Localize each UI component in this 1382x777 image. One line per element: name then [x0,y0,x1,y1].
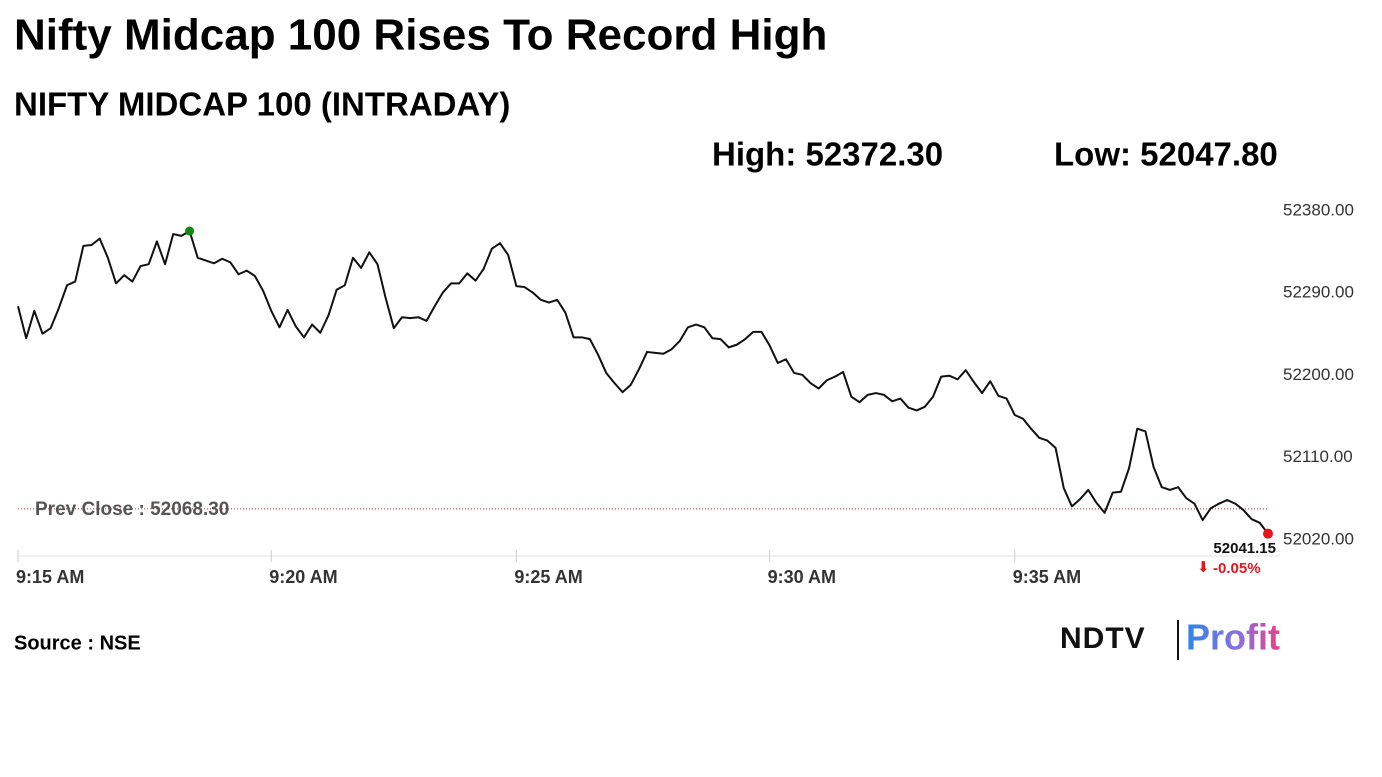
brand-left: NDTV [1060,622,1146,655]
low-label: Low: 52047.80 [1054,136,1278,173]
y-tick-label: 52020.00 [1283,529,1354,548]
last-marker [1263,528,1273,539]
x-tick-label: 9:35 AM [1013,567,1081,587]
high-marker [185,226,195,236]
chart-title: Nifty Midcap 100 Rises To Record High [14,11,827,60]
y-tick-label: 52290.00 [1283,283,1354,302]
x-tick-label: 9:20 AM [269,567,337,587]
change-label: -0.05% [1213,560,1261,577]
x-tick-label: 9:15 AM [16,567,84,587]
down-arrow: ⬇ [1197,559,1210,576]
y-tick-label: 52110.00 [1283,447,1353,466]
brand-right: Profit [1186,617,1280,658]
reference-label: Prev Close : 52068.30 [35,499,229,520]
chart-subtitle: NIFTY MIDCAP 100 (INTRADAY) [14,86,510,123]
high-label: High: 52372.30 [712,136,943,173]
y-tick-label: 52200.00 [1283,365,1354,384]
price-line [17,230,1269,535]
source-note: Source : NSE [14,632,141,654]
y-tick-label: 52380.00 [1283,200,1354,219]
last-value-label: 52041.15 [1213,540,1276,557]
x-tick-label: 9:30 AM [768,567,836,587]
x-tick-label: 9:25 AM [514,567,582,587]
